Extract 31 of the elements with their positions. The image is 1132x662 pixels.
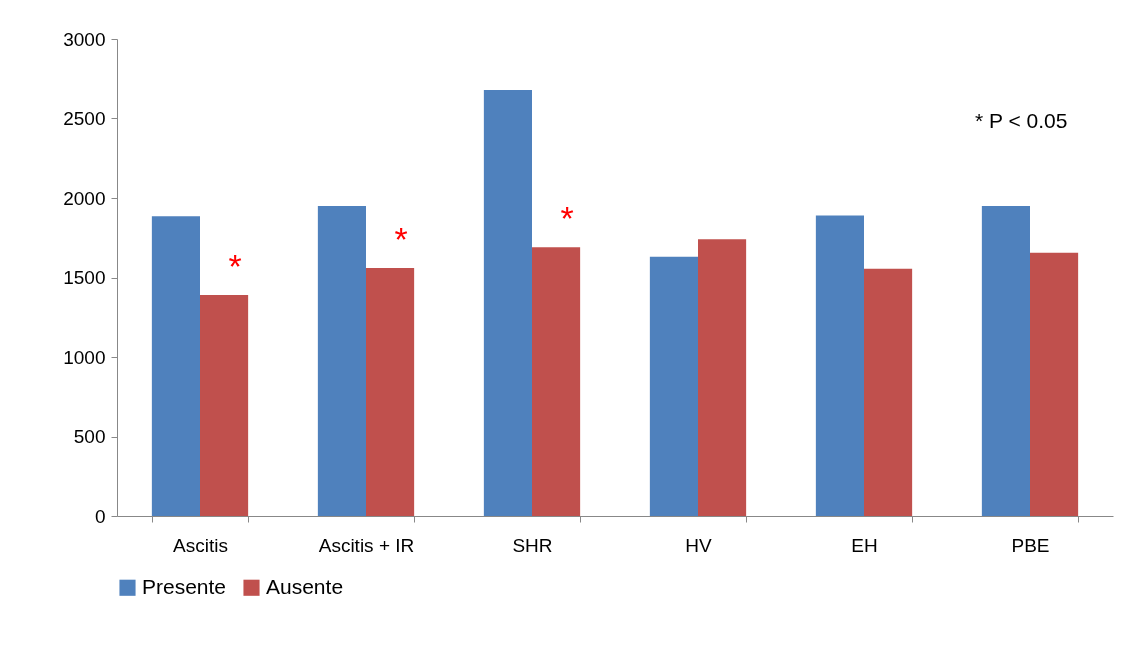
y-tick-label: 3000 [63,28,106,50]
bar [815,215,864,516]
bar [698,239,747,516]
bar [483,89,532,516]
annotation: * [394,219,408,258]
x-tick-label: PBE [1011,534,1050,556]
y-tick-label: 2500 [63,108,106,129]
y-tick-label: 500 [73,426,106,447]
x-tick-label: SHR [512,534,553,556]
x-tick-label: Ascitis [173,534,228,556]
annotation: * P < 0.05 [975,109,1068,132]
y-tick-label: 2000 [63,187,106,209]
legend-label: Ausente [266,574,344,598]
x-tick-label: Ascitis + IR [318,534,415,556]
bar [649,256,698,516]
y-tick-label: 1500 [63,267,106,288]
annotation: * [560,199,574,238]
y-tick-label: 0 [94,505,106,527]
bar [864,268,913,516]
bar [151,216,200,516]
bar [200,294,249,516]
x-tick-label: HV [685,534,713,556]
legend-label: Presente [142,574,227,598]
bar [317,205,366,516]
y-tick-label: 1000 [63,346,106,368]
annotation: * [228,246,242,285]
x-tick-label: EH [851,534,878,556]
bar [366,267,415,516]
bar [981,205,1030,516]
bar [532,247,581,516]
bar [1030,252,1079,516]
